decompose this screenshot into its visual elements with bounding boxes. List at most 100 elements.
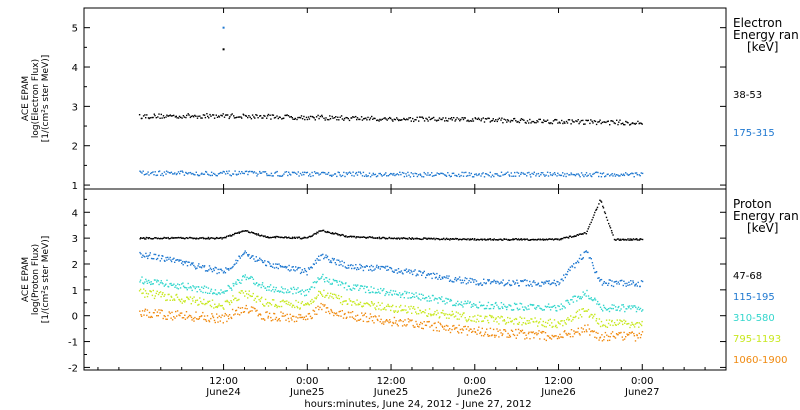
data-point (501, 117, 503, 119)
data-point (158, 292, 161, 294)
data-point (270, 290, 272, 292)
data-point (557, 281, 559, 283)
data-point (590, 119, 592, 121)
data-point (145, 238, 147, 240)
data-point (414, 172, 416, 175)
data-point (301, 118, 304, 120)
data-point (155, 117, 157, 119)
data-point (583, 175, 585, 178)
data-point (570, 123, 572, 125)
data-point (258, 234, 260, 236)
data-point (377, 267, 379, 269)
data-point (375, 308, 377, 311)
data-point (362, 236, 365, 238)
data-point (342, 234, 344, 236)
data-point (332, 233, 335, 235)
data-point (309, 115, 312, 118)
data-point (544, 281, 546, 283)
data-point (154, 295, 156, 297)
data-point (612, 335, 615, 337)
data-point (463, 326, 465, 328)
data-point (255, 233, 257, 235)
data-point (592, 173, 594, 175)
data-point (569, 333, 571, 335)
data-point (628, 305, 631, 307)
data-point (430, 237, 432, 239)
data-point (597, 121, 599, 123)
data-point (530, 122, 532, 124)
data-point (411, 273, 414, 276)
data-point (280, 286, 283, 288)
data-point (347, 285, 350, 287)
data-point (579, 297, 581, 300)
data-point (481, 320, 483, 323)
data-point (374, 315, 376, 317)
data-point (474, 304, 476, 306)
data-point (213, 237, 215, 239)
data-point (456, 238, 459, 240)
y-axis-label: [1/(cm²s ster MeV)] (41, 55, 51, 142)
data-point (632, 172, 634, 175)
data-point (372, 304, 374, 306)
data-point (489, 282, 492, 285)
data-point (442, 326, 444, 328)
data-point (439, 322, 441, 325)
data-point (452, 172, 455, 174)
data-point (416, 323, 418, 325)
data-point (204, 237, 206, 240)
data-point (328, 119, 330, 121)
data-point (380, 318, 382, 321)
data-point (611, 173, 613, 175)
data-point (541, 324, 543, 326)
data-point (357, 284, 359, 286)
data-point (371, 302, 373, 304)
data-point (475, 283, 477, 286)
data-point (575, 235, 577, 237)
data-point (412, 307, 414, 310)
data-point (579, 233, 582, 235)
data-point (595, 123, 598, 126)
data-point (150, 237, 152, 240)
data-point (276, 263, 279, 265)
data-point (142, 282, 144, 284)
data-point (351, 267, 353, 270)
data-point (385, 309, 387, 311)
data-point (583, 331, 586, 333)
data-point (429, 238, 431, 240)
data-point (600, 308, 603, 310)
data-point (210, 171, 213, 173)
data-point (351, 311, 354, 313)
data-point (440, 278, 442, 280)
data-point (409, 176, 412, 178)
data-point (568, 237, 570, 239)
data-point (450, 299, 453, 302)
data-point (149, 316, 152, 319)
data-point (369, 266, 371, 268)
data-point (352, 171, 354, 173)
data-point (538, 321, 541, 323)
data-point (275, 263, 277, 265)
data-point (506, 283, 508, 285)
data-point (154, 279, 156, 281)
data-point (210, 268, 213, 271)
data-point (271, 299, 274, 301)
data-point (403, 117, 405, 120)
data-point (520, 118, 523, 120)
data-point (152, 258, 154, 260)
data-point (182, 115, 185, 117)
data-point (260, 318, 263, 320)
data-point (596, 322, 599, 324)
data-point (607, 335, 610, 338)
data-point (286, 266, 288, 268)
data-point (353, 175, 355, 177)
data-point (500, 171, 503, 173)
data-point (188, 314, 191, 317)
data-point (621, 336, 623, 338)
data-point (520, 330, 523, 333)
data-point (326, 230, 329, 233)
data-point (490, 304, 492, 306)
data-point (227, 315, 229, 317)
data-point (601, 121, 604, 124)
data-point (494, 120, 496, 122)
data-point (297, 307, 299, 309)
